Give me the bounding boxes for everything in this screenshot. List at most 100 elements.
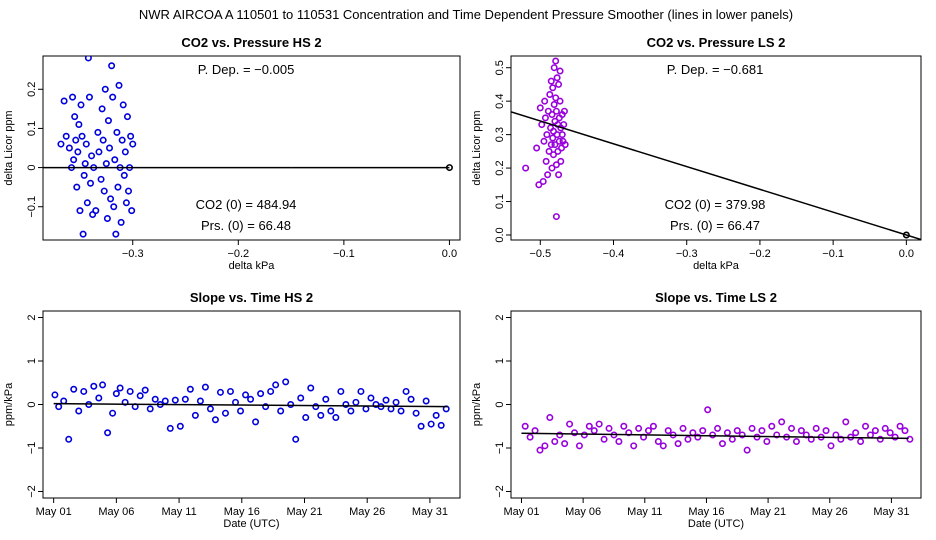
co2-hs-plot-area (43, 56, 453, 238)
slope-ls-point (541, 442, 549, 450)
slope-hs-point (151, 395, 159, 403)
slope-ls-point (605, 424, 613, 432)
co2-ls-x-tick-label: −0.3 (676, 248, 698, 260)
co2-hs-x-tick-label: −0.2 (227, 248, 249, 260)
co2-hs-point (88, 152, 96, 160)
slope-hs-point (267, 387, 275, 395)
slope-ls-point (901, 427, 909, 435)
co2-ls-x-tick-label: −0.5 (529, 248, 551, 260)
slope-hs-fit-line (53, 402, 448, 408)
slope-ls-point (778, 418, 786, 426)
co2-hs-x-tick-label: 0.0 (442, 248, 457, 260)
co2-hs-point (65, 144, 73, 152)
co2-hs-point (74, 148, 82, 156)
slope-hs-point (352, 398, 360, 406)
slope-ls-point (654, 437, 662, 445)
co2-hs-point (98, 105, 106, 113)
co2-ls-point (550, 64, 558, 72)
co2-hs-point (128, 207, 136, 215)
slope-ls-point (714, 424, 722, 432)
co2-ls-title: CO2 vs. Pressure LS 2 (647, 35, 786, 50)
co2-hs-y-label: delta Licor ppm (3, 110, 15, 185)
slope-ls-y-tick-label: 1 (494, 358, 506, 364)
co2-ls-point (558, 131, 566, 139)
slope-hs-point (262, 403, 270, 411)
co2-hs-point (85, 93, 93, 101)
co2-hs-point (117, 218, 125, 226)
slope-hs-x-tick-label: May 06 (98, 506, 134, 518)
slope-hs-point (367, 394, 375, 402)
co2-ls-point (535, 181, 543, 189)
slope-ls-x-tick-label: May 21 (750, 506, 786, 518)
slope-ls-x-tick-label: May 16 (688, 506, 724, 518)
slope-ls-x-tick-label: May 26 (812, 506, 848, 518)
slope-ls-point (871, 427, 879, 435)
co2-hs-point (92, 207, 100, 215)
co2-hs-point (69, 93, 77, 101)
co2-ls-point (536, 104, 544, 112)
co2-hs-point (82, 140, 90, 148)
co2-ls-point (548, 164, 556, 172)
slope-hs-point (221, 409, 229, 417)
slope-hs-point (136, 392, 144, 400)
co2-ls-point (556, 67, 564, 75)
co2-ls-point (555, 80, 563, 88)
slope-hs-y-label: ppm/kPa (3, 382, 15, 426)
slope-hs-point (70, 385, 78, 393)
co2-hs-point (75, 121, 83, 129)
slope-ls-point (733, 427, 741, 435)
co2-hs-point (81, 160, 89, 168)
slope-hs-x-tick-label: May 31 (412, 506, 448, 518)
slope-hs-x-label: Date (UTC) (223, 518, 279, 530)
slope-ls-plot-area (521, 406, 914, 454)
slope-ls-point (896, 422, 904, 430)
slope-hs-point (126, 387, 134, 395)
co2-hs-point (70, 156, 78, 164)
slope-hs-point (337, 387, 345, 395)
co2-ls-point (549, 84, 557, 92)
co2-ls-point (547, 141, 555, 149)
slope-hs-point (432, 411, 440, 419)
co2-ls-point (549, 134, 557, 142)
co2-hs-point (127, 132, 135, 140)
slope-ls-point (575, 442, 583, 450)
co2-hs-point (73, 183, 81, 191)
slope-ls-point (585, 422, 593, 430)
co2-ls-y-tick-label: 0.4 (494, 94, 506, 109)
co2-ls-point (551, 141, 559, 149)
slope-ls-point (521, 422, 529, 430)
co2-hs-point (108, 62, 116, 70)
co2-hs-point (77, 101, 85, 109)
co2-ls-point (539, 177, 547, 185)
slope-hs-point (80, 387, 88, 395)
slope-hs-plot-area (51, 378, 450, 443)
co2-hs-point (78, 132, 86, 140)
slope-ls-point (689, 429, 697, 437)
co2-hs-point (102, 160, 110, 168)
slope-hs-y-tick-label: 2 (26, 314, 38, 320)
co2-hs-point (72, 136, 80, 144)
slope-ls-y-tick-label: −2 (494, 485, 506, 498)
co2-hs-point (115, 81, 123, 89)
slope-hs-point (121, 398, 129, 406)
slope-ls-point (659, 442, 667, 450)
slope-ls-title: Slope vs. Time LS 2 (655, 290, 777, 305)
co2-hs-point (123, 113, 131, 121)
co2-ls-point (550, 101, 558, 109)
slope-hs-point (186, 385, 194, 393)
slope-hs-x-tick-label: May 11 (161, 506, 196, 518)
co2-ls-point (557, 157, 565, 165)
co2-ls-point (555, 171, 563, 179)
slope-hs-panel: Slope vs. Time HS 2 May 01 May 06 May 11 May… (3, 290, 461, 530)
co2-hs-point (57, 140, 65, 148)
slope-hs-point (146, 405, 154, 413)
slope-ls-point (561, 440, 569, 448)
slope-hs-point (99, 381, 107, 389)
slope-ls-point (891, 433, 899, 441)
co2-ls-plot-frame (510, 55, 922, 241)
slope-hs-point (232, 398, 240, 406)
slope-ls-point (748, 424, 756, 432)
co2-ls-point (552, 94, 560, 102)
slope-hs-x-tick-label: May 16 (224, 506, 260, 518)
co2-hs-point (79, 230, 87, 238)
